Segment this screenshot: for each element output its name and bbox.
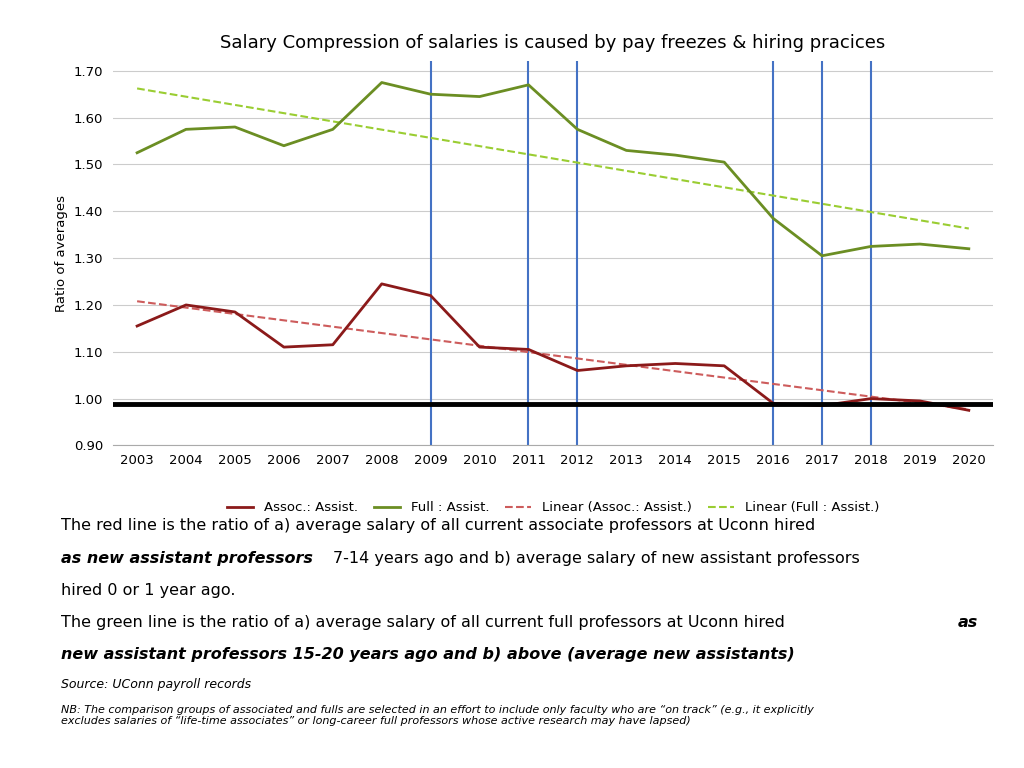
Text: The red line is the ratio of a) average salary of all current associate professo: The red line is the ratio of a) average … <box>61 518 816 534</box>
Text: 7-14 years ago and b) average salary of new assistant professors: 7-14 years ago and b) average salary of … <box>333 551 859 566</box>
Text: Source: UConn payroll records: Source: UConn payroll records <box>61 678 252 691</box>
Y-axis label: Ratio of averages: Ratio of averages <box>55 195 68 312</box>
Text: hired 0 or 1 year ago.: hired 0 or 1 year ago. <box>61 583 236 598</box>
Legend: Assoc.: Assist., Full : Assist., Linear (Assoc.: Assist.), Linear (Full : Assist: Assoc.: Assist., Full : Assist., Linear … <box>221 496 885 520</box>
Text: as new assistant professors: as new assistant professors <box>61 551 318 566</box>
Title: Salary Compression of salaries is caused by pay freezes & hiring pracices: Salary Compression of salaries is caused… <box>220 34 886 51</box>
Text: The green line is the ratio of a) average salary of all current full professors : The green line is the ratio of a) averag… <box>61 615 791 631</box>
Text: as: as <box>957 615 978 631</box>
Text: NB: The comparison groups of associated and fulls are selected in an effort to i: NB: The comparison groups of associated … <box>61 704 814 726</box>
Text: new assistant professors 15-20 years ago and b) above (average new assistants): new assistant professors 15-20 years ago… <box>61 647 796 663</box>
